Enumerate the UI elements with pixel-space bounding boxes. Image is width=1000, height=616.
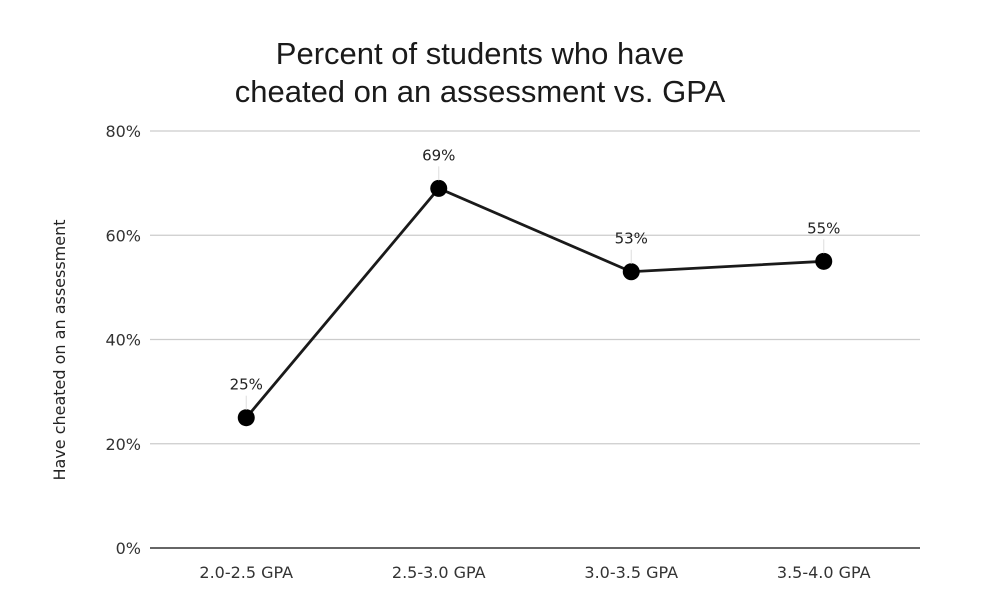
data-point bbox=[815, 252, 833, 270]
gridlines bbox=[150, 130, 920, 445]
data-label: 53% bbox=[615, 230, 648, 248]
chart-title-line-2: cheated on an assessment vs. GPA bbox=[235, 74, 726, 109]
data-point bbox=[237, 409, 255, 427]
x-tick-label: 3.0-3.5 GPA bbox=[584, 563, 678, 582]
x-tick-label: 3.5-4.0 GPA bbox=[777, 563, 871, 582]
x-tick-label: 2.5-3.0 GPA bbox=[392, 563, 486, 582]
y-tick-label: 40% bbox=[105, 331, 141, 350]
chart-title-line-1: Percent of students who have bbox=[276, 36, 684, 71]
y-tick-label: 20% bbox=[105, 435, 141, 454]
data-point bbox=[622, 263, 640, 281]
data-label: 25% bbox=[230, 376, 263, 394]
series-line bbox=[245, 186, 824, 419]
y-tick-label: 0% bbox=[116, 539, 141, 558]
series-layer bbox=[237, 179, 833, 427]
y-tick-label: 80% bbox=[105, 122, 141, 141]
data-label: 55% bbox=[807, 219, 840, 237]
data-label: 69% bbox=[422, 146, 455, 164]
data-labels: 25% 69% 53% 55% bbox=[230, 146, 840, 410]
y-tick-label: 60% bbox=[105, 226, 141, 245]
y-axis-title: Have cheated on an assessment bbox=[50, 219, 69, 480]
data-point bbox=[430, 179, 448, 197]
x-tick-label: 2.0-2.5 GPA bbox=[199, 563, 293, 582]
axes: 0% 20% 40% 60% 80% 2.0-2.5 GPA 2.5-3.0 GPA 3.0-… bbox=[105, 122, 920, 582]
